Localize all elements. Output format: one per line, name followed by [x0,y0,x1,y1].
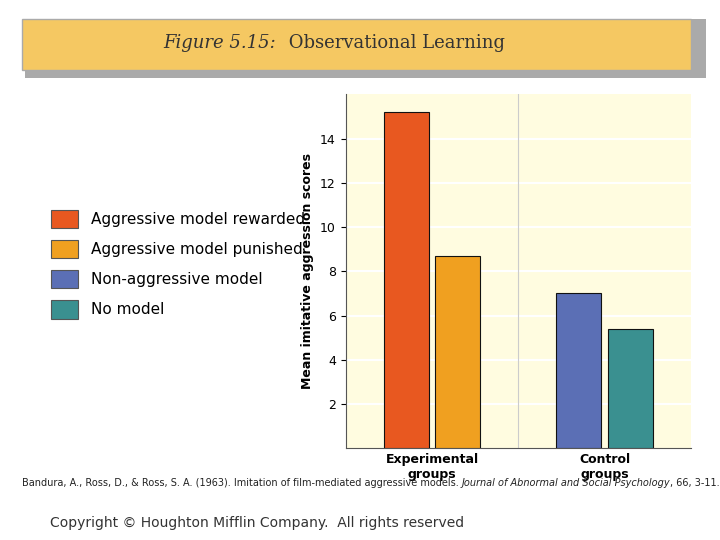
Y-axis label: Mean imitative aggression scores: Mean imitative aggression scores [302,153,315,389]
Text: Journal of Abnormal and Social Psychology: Journal of Abnormal and Social Psycholog… [462,478,670,488]
Text: Bandura, A., Ross, D., & Ross, S. A. (1963). Imitation of film-mediated aggressi: Bandura, A., Ross, D., & Ross, S. A. (19… [22,478,462,488]
Legend: Aggressive model rewarded, Aggressive model punished, Non-aggressive model, No m: Aggressive model rewarded, Aggressive mo… [51,210,305,319]
Bar [384,112,428,448]
Bar [557,293,601,448]
Text: Observational Learning: Observational Learning [283,35,505,52]
Text: , 66, 3-11.: , 66, 3-11. [670,478,720,488]
Bar [608,329,653,448]
FancyBboxPatch shape [22,19,691,70]
Text: Figure 5.15:: Figure 5.15: [163,35,276,52]
FancyBboxPatch shape [25,19,706,78]
Text: Copyright © Houghton Mifflin Company.  All rights reserved: Copyright © Houghton Mifflin Company. Al… [50,516,464,530]
Bar [436,256,480,448]
